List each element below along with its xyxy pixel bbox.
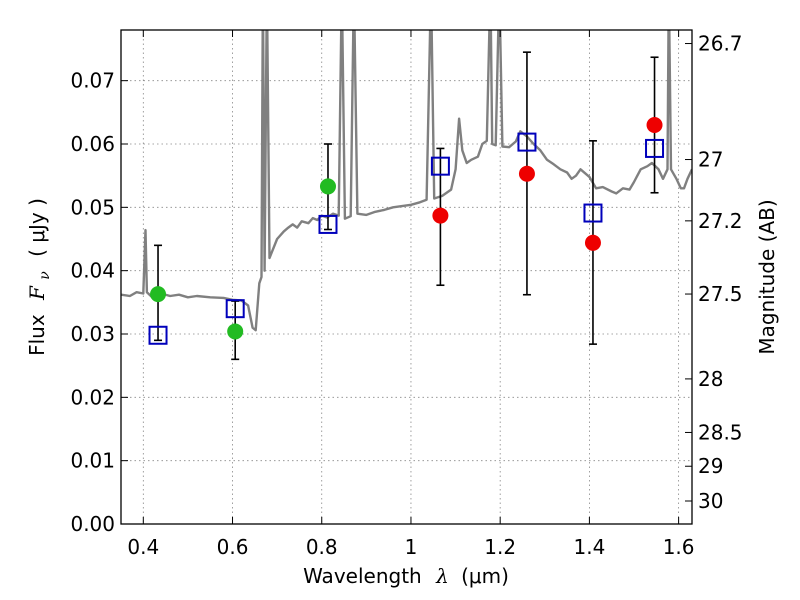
magnitude-tick-label: 26.7	[698, 32, 743, 56]
observed-point	[518, 165, 535, 182]
x-axis-label-symbol: λ	[435, 564, 449, 588]
magnitude-tick-label: 27.2	[698, 209, 743, 233]
y-axis-label-subscript: ν	[37, 271, 53, 280]
x-tick-label: 1.2	[484, 535, 516, 559]
observed-point	[150, 286, 167, 303]
magnitude-tick-label: 30	[698, 489, 723, 513]
x-axis-label-unit: (μm)	[461, 564, 509, 588]
model-points-layer	[148, 132, 665, 345]
magnitude-tick-label: 27	[698, 148, 723, 172]
y-axis-label-unit: ( μJy )	[25, 198, 49, 257]
magnitude-tick-labels: 26.7 27 27.2 27.5 28 28.5 29 30	[698, 32, 743, 513]
model-spectrum-layer	[121, 30, 692, 332]
y-tick-label: 0.01	[70, 449, 115, 473]
x-axis-label: Wavelength λ (μm)	[303, 564, 509, 588]
x-tick-label: 0.6	[217, 535, 249, 559]
y-tick-label: 0.03	[70, 322, 115, 346]
model-point	[430, 156, 450, 176]
observed-point	[319, 178, 336, 195]
magnitude-tick-label: 29	[698, 454, 723, 478]
y-tick-label: 0.04	[70, 259, 115, 283]
x-tick-labels: 0.4 0.6 0.8 1 1.2 1.4 1.6	[127, 535, 694, 559]
y-tick-label: 0.02	[70, 385, 115, 409]
y-axis-label: Flux F ν ( μJy )	[25, 198, 54, 356]
model-point	[583, 203, 603, 223]
y-tick-label: 0.06	[70, 132, 115, 156]
y-axis-label-symbol: F	[25, 285, 49, 301]
ticks	[121, 30, 692, 525]
x-tick-label: 1.6	[663, 535, 695, 559]
model-point	[148, 325, 168, 345]
observed-point	[646, 117, 663, 133]
x-tick-label: 1	[405, 535, 418, 559]
x-axis-label-text: Wavelength	[303, 564, 422, 588]
magnitude-tick-label: 28	[698, 367, 723, 391]
y-axis-label-text: Flux	[25, 314, 49, 356]
model-point	[645, 138, 665, 158]
magnitude-axis-label: Magnitude (AB)	[755, 199, 779, 354]
model-spectrum-line	[121, 30, 692, 332]
y-tick-label: 0.00	[70, 512, 115, 536]
model-point	[517, 132, 537, 152]
observed-point	[432, 207, 449, 224]
magnitude-tick-label: 27.5	[698, 282, 743, 306]
x-tick-label: 1.4	[573, 535, 605, 559]
y-tick-label: 0.05	[70, 195, 115, 219]
y-tick-labels: 0.00 0.01 0.02 0.03 0.04 0.05 0.06 0.07	[70, 69, 115, 536]
magnitude-tick-label: 28.5	[698, 420, 743, 444]
observed-points-layer	[150, 117, 663, 340]
y-tick-label: 0.07	[70, 69, 115, 93]
x-tick-label: 0.8	[306, 535, 338, 559]
model-point	[225, 299, 245, 319]
observed-point	[584, 234, 601, 251]
x-tick-label: 0.4	[127, 535, 159, 559]
plot-area	[121, 30, 692, 524]
observed-point	[227, 323, 244, 340]
plot-frame	[120, 29, 693, 525]
model-point	[318, 214, 338, 234]
